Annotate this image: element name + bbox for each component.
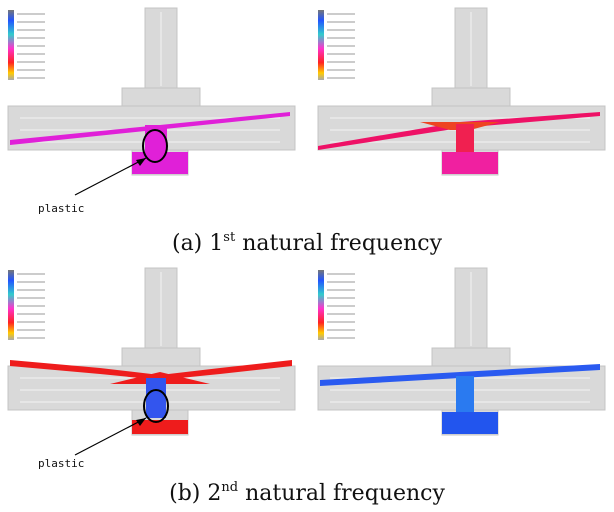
caption: (a) 1st natural frequency: [172, 222, 443, 256]
caption-label: (a): [172, 231, 202, 256]
panel-a: plastic (a) 1st natural frequency: [8, 8, 605, 256]
figure: plastic (a) 1st natural frequency plasti…: [0, 0, 614, 512]
caption-label: (b): [169, 481, 200, 506]
caption-text: natural frequency: [245, 481, 445, 506]
caption-number: 2: [207, 481, 221, 506]
caption-ordinal: st: [223, 230, 236, 245]
caption: (b) 2nd natural frequency: [169, 472, 445, 506]
annotation: plastic: [38, 457, 84, 470]
caption-number: 1: [209, 231, 223, 256]
caption-ordinal: nd: [221, 480, 238, 495]
caption-text: natural frequency: [242, 231, 442, 256]
annotation: plastic: [38, 202, 84, 215]
panel-b: plastic (b) 2nd natural frequency: [8, 268, 605, 506]
